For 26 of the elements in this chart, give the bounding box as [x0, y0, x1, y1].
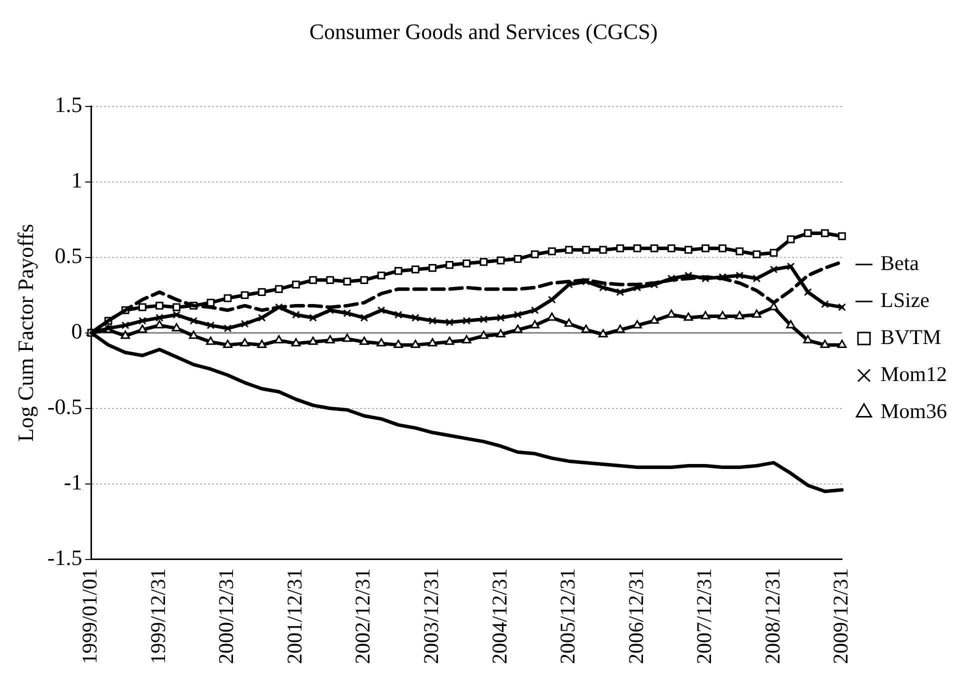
- x-tick-label: 2008/12/31: [760, 568, 784, 664]
- y-tick-label: 1.5: [54, 92, 82, 118]
- y-tick-label: -1: [64, 470, 82, 495]
- y-tick-label: -1.5: [47, 545, 82, 570]
- x-tick-label: 2007/12/31: [692, 568, 716, 664]
- x-tick-label: 2009/12/31: [828, 568, 853, 664]
- x-tick-label: 2000/12/31: [214, 568, 238, 664]
- legend-label: Beta: [880, 251, 920, 276]
- x-tick-label: 1999/12/31: [146, 568, 170, 664]
- y-tick-label: 0: [71, 318, 82, 344]
- y-axis-title: Log Cum Factor Payoffs: [12, 224, 38, 442]
- x-tick-label: 1999/01/01: [78, 568, 102, 664]
- legend-label: Mom36: [880, 399, 948, 424]
- legend-label: BVTM: [880, 325, 942, 350]
- legend-label: LSize: [880, 288, 930, 312]
- chart-title: Consumer Goods and Services (CGCS): [309, 18, 658, 44]
- x-tick-label: 2005/12/31: [556, 568, 580, 664]
- x-tick-label: 2001/12/31: [282, 568, 306, 664]
- y-tick-label: 1: [71, 168, 82, 193]
- x-tick-label: 2006/12/31: [624, 568, 648, 664]
- x-tick-label: 2004/12/31: [487, 568, 512, 664]
- x-tick-label: 2002/12/31: [350, 568, 375, 664]
- legend-label: Mom12: [880, 362, 948, 386]
- y-tick-label: -0.5: [47, 394, 82, 420]
- y-tick-label: 0.5: [54, 243, 82, 268]
- x-tick-label: 2003/12/31: [419, 568, 443, 664]
